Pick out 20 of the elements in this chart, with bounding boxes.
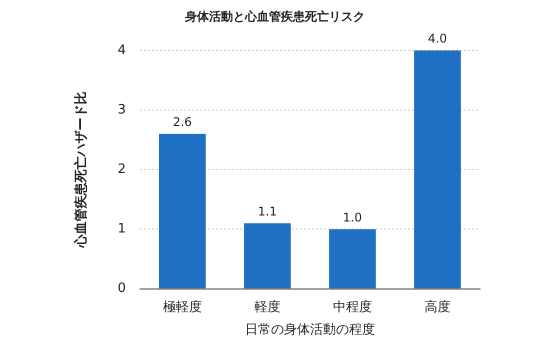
x-tick-label: 中程度 [332, 298, 372, 315]
data-label: 2.6 [172, 114, 192, 129]
data-label: 1.0 [342, 210, 362, 224]
x-axis-title: 日常の身体活動の程度 [244, 322, 375, 338]
y-tick-label: 4 [118, 42, 126, 58]
bar [329, 229, 376, 288]
y-axis-title: 心血管疾患死亡ハザード比 [73, 92, 90, 249]
chart-title: 身体活動と心血管疾患死亡リスク [184, 9, 365, 24]
data-label: 4.0 [428, 32, 448, 46]
y-tick-label: 3 [118, 102, 126, 118]
bar [244, 223, 291, 288]
x-tick-label: 軽度 [254, 298, 280, 315]
y-tick-label: 2 [118, 162, 126, 177]
y-tick-label: 1 [118, 222, 126, 237]
bar [414, 50, 461, 288]
y-tick-label: 0 [118, 281, 126, 296]
bar [159, 134, 206, 288]
x-tick-label: 高度 [424, 298, 450, 315]
x-tick-label: 極軽度 [162, 298, 202, 315]
data-label: 1.1 [258, 204, 277, 218]
